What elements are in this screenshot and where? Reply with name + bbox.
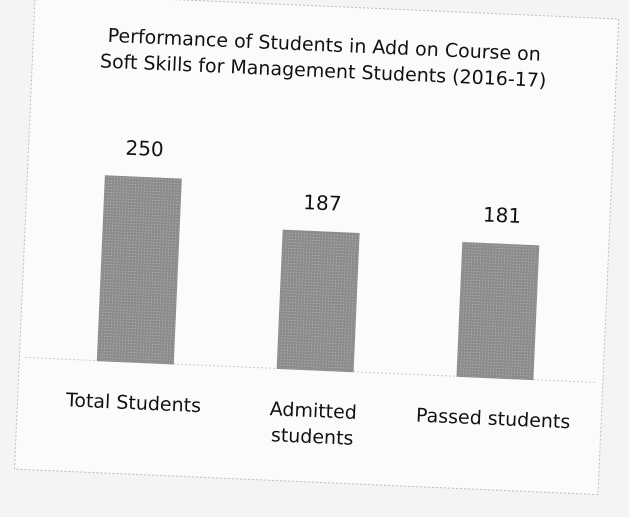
category-box: Admitted students [269, 398, 358, 450]
bar [96, 175, 182, 365]
category-box: Total Students [65, 389, 202, 418]
bar [276, 229, 360, 373]
value-label: 250 [125, 136, 164, 162]
x-tick-label: Admitted students [269, 398, 358, 450]
x-tick-label: Total Students [65, 389, 202, 418]
category-box: Passed students [415, 404, 571, 434]
plot-group: Performance of Students in Add on Course… [13, 0, 620, 496]
title-box: Performance of Students in Add on Course… [100, 25, 547, 92]
bar [456, 241, 540, 381]
value-label: 181 [482, 202, 521, 228]
x-tick-label: Passed students [415, 404, 571, 434]
value-label: 187 [303, 190, 342, 216]
